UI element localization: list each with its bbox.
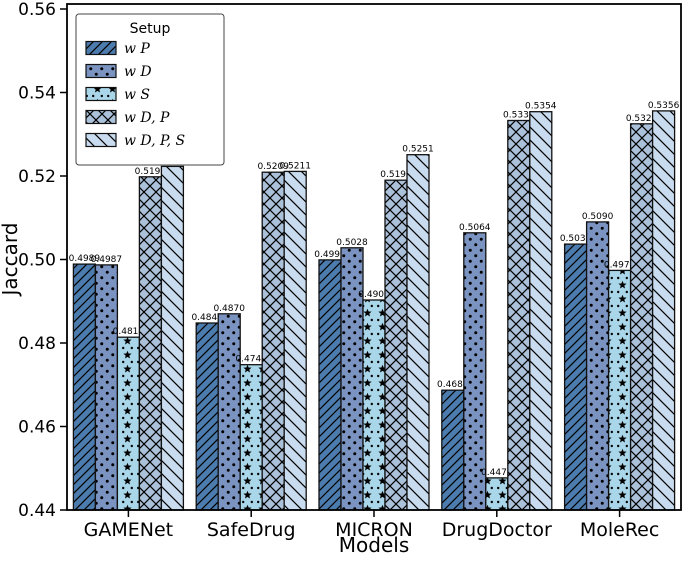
bar-value-label: 0.5325: [626, 114, 658, 124]
bar-MICRON-w-D-P: 0.5190: [380, 170, 412, 511]
bar-MoleRec-w-D-P-S: 0.5356: [648, 101, 680, 511]
bar-value-label: 0.4477: [481, 468, 513, 478]
legend-label: w P: [124, 41, 150, 57]
bar-value-label: 0.5209: [257, 162, 289, 172]
bar-GAMENet-w-D-P-S: 0.5223: [157, 156, 188, 511]
bar-value-label: 0.5028: [336, 238, 368, 248]
y-tick-label: 0.50: [18, 250, 56, 270]
bar-value-label: 0.4814: [113, 327, 145, 337]
bar-value-label: 0.5064: [459, 223, 491, 233]
bar-DrugDoctor-w-D-P: 0.5333: [503, 111, 535, 511]
bar-value-label: 0.4974: [604, 260, 636, 270]
bar-SafeDrug-w-D-P: 0.5209: [257, 162, 289, 511]
bar-GAMENet-w-D-P: 0.5198: [135, 167, 167, 511]
legend-entry-w-D: w D: [85, 63, 152, 80]
bar-value-label: 0.5090: [582, 212, 614, 222]
y-tick-label: 0.48: [18, 334, 56, 354]
bar-value-label: 0.4999: [314, 250, 346, 260]
bar-value-label: 0.4870: [213, 304, 245, 314]
bar-value-label: 0.5211: [279, 161, 311, 171]
bar-value-label: 0.4903: [358, 290, 390, 300]
bar-SafeDrug-w-D: 0.4870: [213, 304, 245, 511]
bar-value-label: 0.5354: [525, 102, 557, 112]
x-axis-title: Models: [339, 533, 409, 557]
legend: Setup w P w D w S w D, P w D, P, S: [75, 13, 225, 166]
legend-swatch: [85, 63, 117, 79]
bar-value-label: 0.5198: [135, 167, 167, 177]
y-axis-title: Jaccard: [0, 223, 22, 298]
bar-value-label: 0.5190: [380, 170, 412, 180]
bar-SafeDrug-w-D-P-S: 0.5211: [279, 161, 311, 511]
legend-entry-w-P: w P: [85, 40, 150, 57]
y-tick-label: 0.56: [18, 0, 56, 20]
legend-label: w D, P, S: [124, 133, 185, 149]
x-tick-label-GAMENet: GAMENet: [84, 519, 173, 541]
bar-value-label: 0.4848: [191, 313, 223, 323]
axes-layer: 0.44 0.46 0.48 0.50 0.52 0.54 0.56 GAMENet SafeD…: [18, 0, 682, 541]
bars-layer: 0.4989 0.4848 0.4999 0.4687 0.5037 0.4987 0.48…: [69, 101, 680, 511]
bar-DrugDoctor-w-P: 0.4687: [437, 380, 469, 511]
bar-MoleRec-w-D: 0.5090: [582, 212, 614, 511]
x-tick-label-SafeDrug: SafeDrug: [207, 519, 296, 541]
legend-entry-w-D-P: w D, P: [85, 109, 170, 126]
legend-entry-w-S: w S: [85, 86, 150, 103]
bar-value-label: 0.4748: [235, 355, 267, 365]
x-tick-label-MoleRec: MoleRec: [580, 519, 659, 541]
bar-DrugDoctor-w-S: 0.4477: [481, 468, 513, 511]
legend-label: w D: [124, 64, 152, 80]
bar-SafeDrug-w-P: 0.4848: [191, 313, 223, 511]
bar-value-label: 0.4989: [69, 254, 101, 264]
bar-value-label: 0.5037: [560, 234, 592, 244]
legend-label: w S: [124, 87, 150, 103]
legend-title: Setup: [130, 21, 171, 37]
bar-value-label: 0.4987: [91, 255, 123, 265]
y-tick-label: 0.44: [18, 501, 56, 521]
bar-MICRON-w-S: 0.4903: [358, 290, 390, 511]
y-tick-label: 0.54: [18, 83, 56, 103]
bar-SafeDrug-w-S: 0.4748: [235, 355, 267, 511]
y-tick-label: 0.52: [18, 167, 56, 187]
y-tick-label: 0.46: [18, 417, 56, 437]
legend-label: w D, P: [124, 110, 170, 126]
legend-swatch: [85, 86, 117, 102]
bar-GAMENet-w-S: 0.4814: [113, 327, 145, 511]
legend-entry-w-D-P-S: w D, P, S: [85, 132, 185, 149]
x-tick-label-DrugDoctor: DrugDoctor: [442, 519, 552, 541]
bar-DrugDoctor-w-D: 0.5064: [459, 223, 491, 511]
bar-DrugDoctor-w-D-P-S: 0.5354: [525, 102, 557, 511]
bar-value-label: 0.4687: [437, 380, 469, 390]
bar-value-label: 0.5356: [648, 101, 680, 111]
bar-MICRON-w-D-P-S: 0.5251: [402, 145, 434, 511]
bar-value-label: 0.5251: [402, 145, 434, 155]
legend-swatch: [85, 132, 117, 148]
bar-MoleRec-w-D-P: 0.5325: [626, 114, 658, 511]
legend-swatch: [85, 109, 117, 125]
legend-swatch: [85, 40, 117, 56]
bar-value-label: 0.5333: [503, 111, 535, 121]
x-tick-label-MICRON: MICRON: [335, 519, 413, 541]
